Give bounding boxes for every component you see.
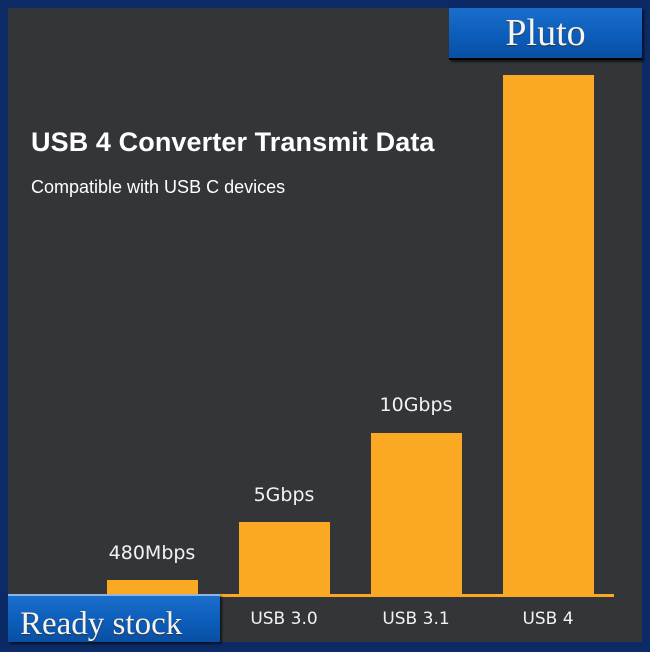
chart-subtitle: Compatible with USB C devices [31,177,286,197]
brand-badge: Pluto [449,8,642,60]
value-label-usb30: 5Gbps [253,484,315,506]
x-axis-line [12,594,614,597]
ready-stock-badge: Ready stock [8,594,220,642]
bar-usb2 [107,580,198,595]
x-label-usb4: USB 4 [522,609,574,629]
bar-usb4 [503,75,594,595]
bar-usb31 [371,433,462,595]
chart-title: USB 4 Converter Transmit Data [31,127,435,157]
x-label-usb30: USB 3.0 [250,609,318,629]
value-label-usb2: 480Mbps [108,542,196,564]
x-label-usb31: USB 3.1 [382,609,450,629]
value-label-usb31: 10Gbps [379,394,453,416]
bar-usb30 [239,522,330,595]
